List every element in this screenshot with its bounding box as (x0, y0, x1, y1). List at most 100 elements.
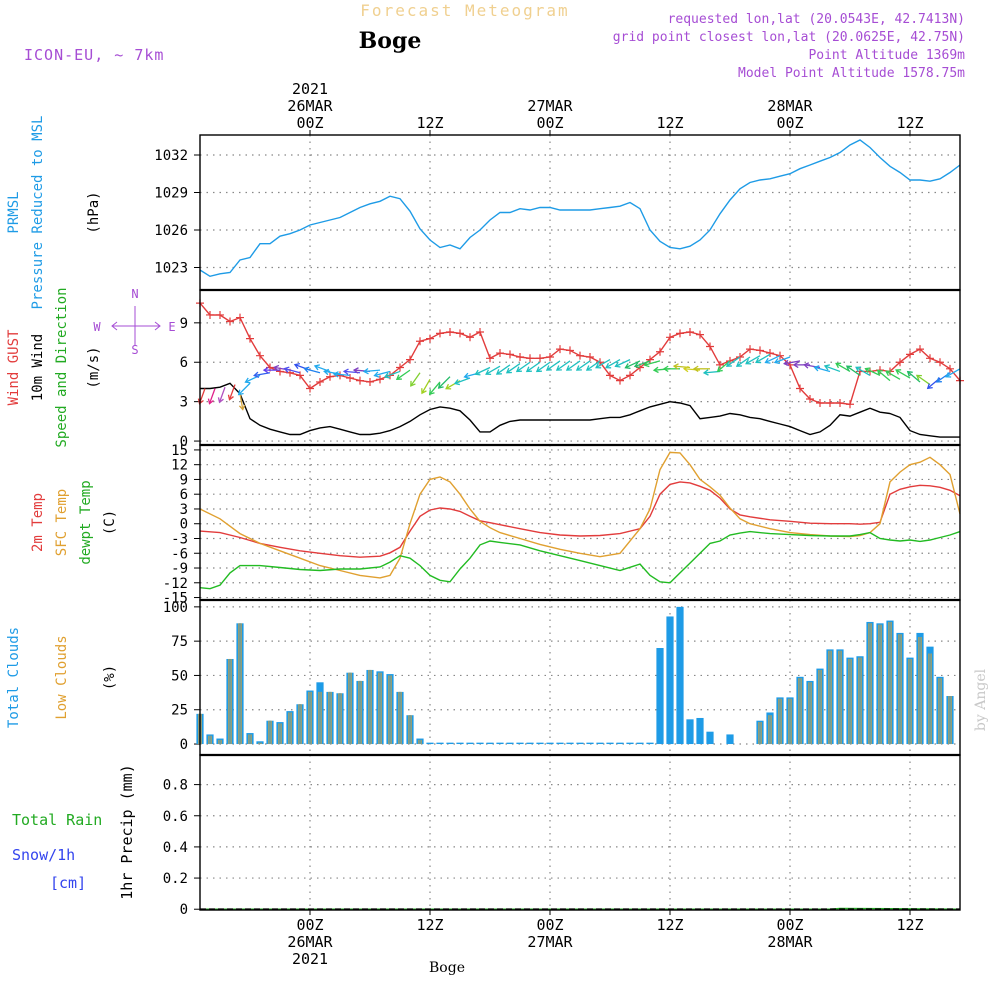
model-label: ICON-EU, ~ 7km (24, 46, 164, 64)
wind-arrow (865, 368, 881, 376)
bar-total-clouds (546, 742, 554, 745)
y-tick-label: 0 (180, 434, 188, 450)
wind-arrow (208, 388, 216, 404)
wind-arrow-head (682, 365, 689, 373)
gust-marker (836, 398, 844, 407)
compass-letter: N (131, 287, 138, 301)
point-altitude: Point Altitude 1369m (808, 48, 965, 63)
gust-marker (486, 354, 494, 363)
y-tick-label: 0 (180, 517, 188, 533)
label-snow-unit: [cm] (50, 874, 86, 892)
wind-arrow-head (605, 362, 612, 369)
wind-arrow-head (237, 389, 244, 396)
compass-letter: W (93, 320, 101, 334)
series-line (199, 481, 961, 558)
gust-marker (716, 360, 724, 369)
wind-arrow-head (485, 369, 492, 376)
wind-arrow (726, 356, 741, 367)
y-tick-label: 1029 (154, 186, 188, 202)
time-label-top: 00Z (776, 114, 803, 132)
gust-marker (206, 310, 214, 319)
wind-arrow (526, 361, 541, 372)
bar-stripe (929, 653, 931, 745)
panel-label: 10m Wind (30, 334, 46, 401)
wind-arrow-head (437, 382, 444, 389)
wind-arrow-head (395, 374, 402, 381)
panel-label: (%) (102, 665, 118, 690)
gust-marker (216, 310, 224, 319)
bar-total-clouds (486, 742, 494, 745)
wind-arrow-head (545, 365, 552, 371)
wind-arrow-head (845, 365, 852, 372)
y-tick-label: 9 (180, 472, 188, 488)
label-precip-axis: 1hr Precip (mm) (118, 764, 136, 899)
wind-arrow (506, 363, 521, 374)
wind-arrow (945, 368, 961, 378)
bar-total-clouds (466, 742, 474, 745)
wind-arrow (855, 366, 871, 376)
wind-arrow (784, 360, 801, 365)
bar-stripe (339, 693, 341, 745)
bar-total-clouds (656, 648, 664, 745)
bar-total-clouds (686, 719, 694, 745)
time-label-bottom: 00Z (776, 916, 803, 934)
wind-arrow (835, 362, 851, 373)
bar-total-clouds (436, 742, 444, 745)
gust-marker (576, 351, 584, 360)
wind-arrow-head (283, 366, 290, 373)
gust-marker (356, 376, 364, 385)
wind-arrow (536, 361, 551, 372)
wind-arrow (421, 378, 431, 394)
bar-stripe (369, 669, 371, 745)
gust-marker (246, 334, 254, 343)
gust-marker (686, 328, 694, 337)
bar-stripe (769, 715, 771, 745)
bar-total-clouds (576, 742, 584, 745)
panel-frame (199, 134, 961, 291)
requested-coords: requested lon,lat (20.0543E, 42.7413N) (668, 12, 965, 27)
gust-marker (536, 354, 544, 363)
gust-marker (606, 371, 614, 380)
gust-marker (306, 384, 314, 393)
wind-arrow-head (864, 367, 871, 374)
wind-arrow-head (614, 361, 621, 368)
compass-letter: E (168, 320, 175, 334)
wind-arrow-head (332, 371, 339, 378)
footer-location: Boge (429, 960, 465, 976)
gust-marker (426, 334, 434, 343)
bar-stripe (939, 678, 941, 745)
bar-total-clouds (596, 742, 604, 745)
gust-marker (406, 355, 414, 364)
wind-arrow (765, 355, 781, 364)
wind-arrow (846, 365, 861, 376)
y-tick-label: 0 (180, 902, 188, 918)
gust-marker (436, 329, 444, 338)
gust-marker (666, 333, 674, 342)
wind-arrow-head (855, 366, 862, 373)
wind-arrow (475, 366, 491, 375)
wind-arrow-head (421, 388, 427, 395)
gust-marker (696, 330, 704, 339)
bar-stripe (279, 723, 281, 745)
wind-arrow-head (217, 397, 224, 404)
bar-stripe (249, 734, 251, 745)
wind-arrow (895, 369, 911, 379)
panel-label: (m/s) (86, 346, 102, 388)
model-altitude: Model Point Altitude 1578.75m (738, 66, 965, 81)
wind-arrow (576, 360, 591, 371)
time-label-top: 00Z (296, 114, 323, 132)
y-tick-label: 0.8 (163, 778, 188, 794)
bar-stripe (239, 623, 241, 745)
wind-arrow-head (253, 371, 260, 379)
wind-arrow-head (725, 361, 732, 367)
wind-arrow-head (428, 389, 435, 396)
compass-letter: S (131, 343, 138, 357)
y-tick-label: -6 (171, 546, 188, 562)
wind-arrow (595, 359, 611, 369)
time-label-top: 12Z (416, 114, 443, 132)
bar-stripe (909, 658, 911, 745)
bar-total-clouds (646, 742, 654, 745)
wind-arrow-head (885, 370, 892, 377)
time-label-bottom: 12Z (416, 916, 443, 934)
bar-stripe (819, 669, 821, 745)
